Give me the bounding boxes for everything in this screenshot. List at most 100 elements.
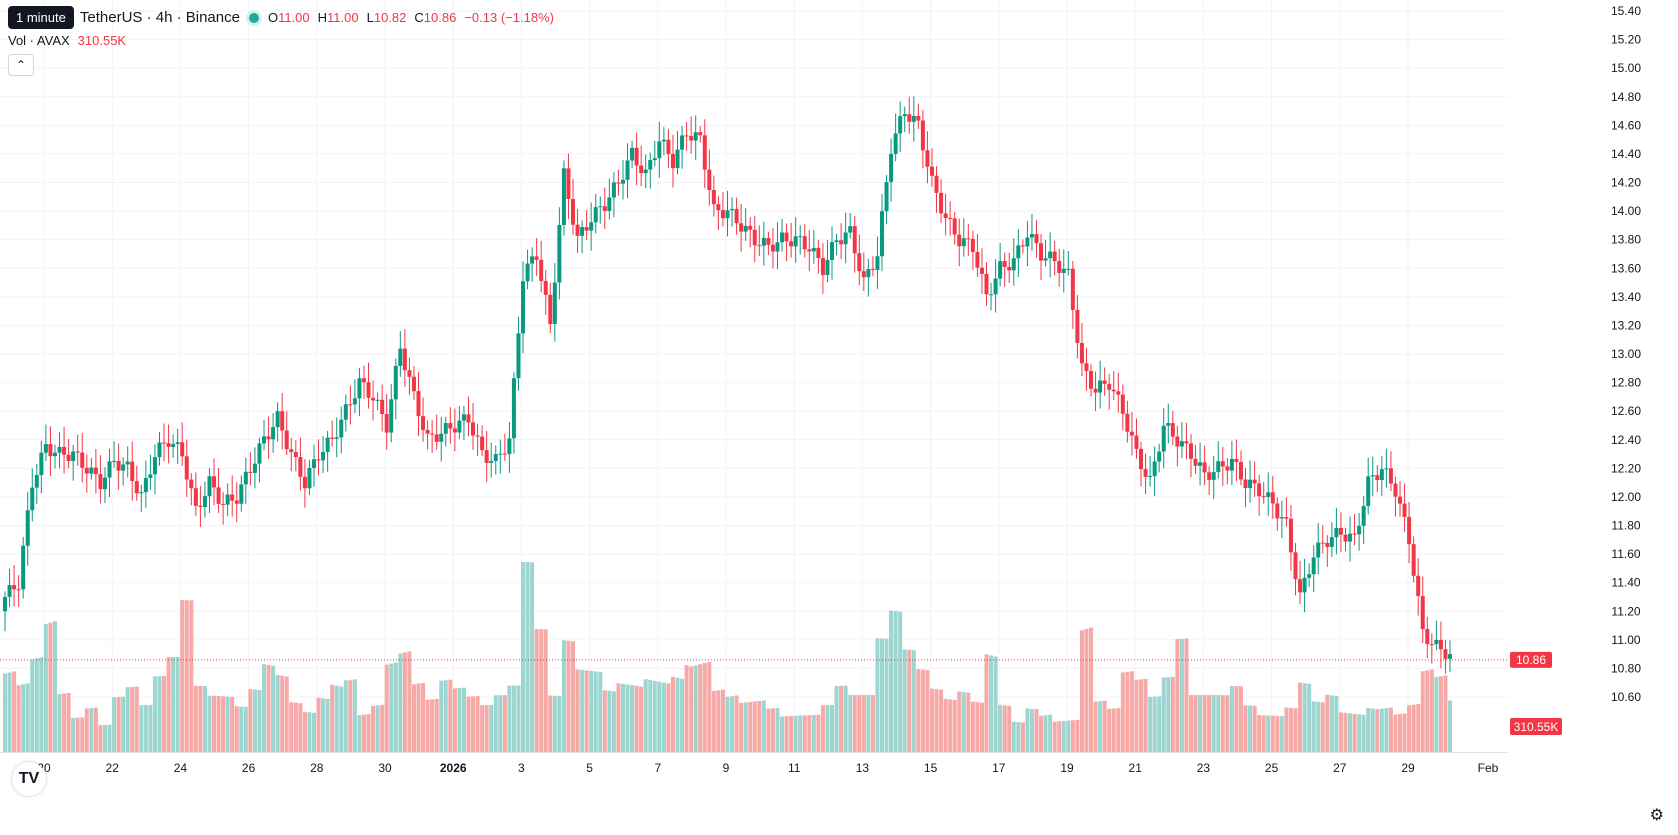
- gear-icon[interactable]: ⚙: [1649, 807, 1664, 824]
- candle-body: [402, 348, 407, 371]
- volume-bar: [648, 680, 653, 752]
- price-axis[interactable]: 10.60 10.80 11.00 11.20 11.40 11.60 11.80 12.00…: [1508, 0, 1678, 835]
- volume-bar: [970, 701, 975, 752]
- volume-bar: [948, 699, 953, 752]
- candle-body: [648, 160, 653, 170]
- candle-body: [325, 437, 330, 452]
- volume-bar: [257, 690, 262, 752]
- candle-body: [961, 238, 966, 247]
- candle-body: [52, 452, 57, 457]
- candle-body: [352, 398, 357, 405]
- candle-body: [557, 224, 562, 283]
- close-value: 10.86: [423, 10, 457, 25]
- volume-bar: [1298, 682, 1303, 752]
- candle-body: [421, 416, 426, 430]
- candlesticks: [3, 96, 1452, 674]
- candle-body: [993, 278, 998, 295]
- close-label: C: [414, 10, 424, 25]
- candle-body: [221, 503, 226, 505]
- volume-bar: [402, 652, 407, 752]
- volume-bar: [1193, 695, 1198, 752]
- volume-bar: [1248, 705, 1253, 752]
- volume-bar: [421, 682, 426, 752]
- candle-body: [1070, 268, 1075, 310]
- volume-bar: [1125, 671, 1130, 752]
- volume-bar: [321, 698, 326, 752]
- candle-body: [1089, 371, 1094, 389]
- time-tick-label: Feb: [1478, 761, 1499, 775]
- candle-body: [1438, 639, 1443, 650]
- time-tick-label: 25: [1265, 761, 1279, 775]
- volume-bar: [952, 699, 957, 752]
- volume-bar: [330, 684, 335, 752]
- volume-label[interactable]: Vol · AVAX: [8, 33, 70, 48]
- volume-bar: [766, 708, 771, 752]
- volume-bar: [507, 685, 512, 752]
- candle-body: [384, 414, 389, 433]
- volume-bar: [352, 679, 357, 752]
- candle-body: [730, 208, 735, 211]
- candle-body: [121, 464, 126, 471]
- candle-body: [116, 460, 121, 471]
- candle-body: [1379, 469, 1384, 481]
- volume-bar: [1379, 708, 1384, 752]
- candle-body: [920, 120, 925, 151]
- candle-body: [789, 241, 794, 247]
- candle-body: [75, 451, 80, 453]
- candle-body: [1411, 544, 1416, 576]
- chevron-up-icon: ⌃: [15, 58, 27, 72]
- volume-bar: [116, 696, 121, 752]
- volume-bar: [848, 695, 853, 752]
- price-tick-label: 12.60: [1611, 404, 1641, 418]
- volume-bar: [893, 611, 898, 752]
- candle-body: [348, 404, 353, 406]
- volume-bar: [75, 717, 80, 752]
- candle-body: [1229, 458, 1234, 471]
- candle-body: [1366, 476, 1371, 506]
- candle-body: [398, 348, 403, 366]
- open-value: 11.00: [278, 10, 310, 25]
- volume-value: 310.55K: [77, 33, 127, 48]
- candle-body: [879, 211, 884, 257]
- candle-body: [1152, 461, 1157, 477]
- price-tick-label: 11.60: [1611, 547, 1640, 561]
- candle-body: [1025, 237, 1030, 247]
- candle-body: [843, 232, 848, 245]
- volume-bar: [884, 638, 889, 752]
- volume-bar: [1039, 715, 1044, 752]
- volume-bar: [262, 664, 267, 752]
- candle-body: [366, 382, 371, 398]
- volume-bar: [234, 706, 239, 752]
- volume-bar: [30, 659, 35, 752]
- volume-bar: [530, 562, 535, 752]
- time-tick-label: 21: [1129, 761, 1143, 775]
- volume-bar: [516, 685, 521, 752]
- market-status-icon[interactable]: [245, 9, 262, 26]
- candle-body: [739, 223, 744, 232]
- tradingview-logo-icon[interactable]: TV: [12, 762, 46, 796]
- candle-body: [1398, 496, 1403, 504]
- candle-body: [748, 225, 753, 230]
- price-tick-label: 13.60: [1611, 261, 1641, 275]
- volume-bar: [57, 694, 62, 752]
- volume-bar: [1398, 713, 1403, 752]
- candle-body: [84, 467, 89, 474]
- candle-body: [1048, 251, 1053, 259]
- volume-bar: [620, 683, 625, 752]
- time-axis[interactable]: 20 22 24 26 28 30 2026 3 5 7 9 11 13 15 17 19 21 23 25 27 29…: [0, 752, 1508, 776]
- collapse-legend-button[interactable]: ⌃: [8, 54, 34, 76]
- volume-bar: [193, 685, 198, 752]
- volume-bar: [571, 641, 576, 752]
- volume-bar: [252, 689, 257, 752]
- candle-body: [1416, 575, 1421, 597]
- symbol-title[interactable]: TetherUS · 4h · Binance: [79, 9, 240, 26]
- candle-body: [189, 479, 194, 489]
- candle-body: [820, 258, 825, 276]
- volume-bar: [325, 699, 330, 752]
- volume-bar: [839, 685, 844, 752]
- candle-body: [1179, 441, 1184, 447]
- ohlc-values: O11.00 H11.00 L10.82 C10.86 −0.13 (−1.18…: [268, 10, 554, 25]
- candle-body: [1057, 261, 1062, 273]
- candle-body: [193, 488, 198, 506]
